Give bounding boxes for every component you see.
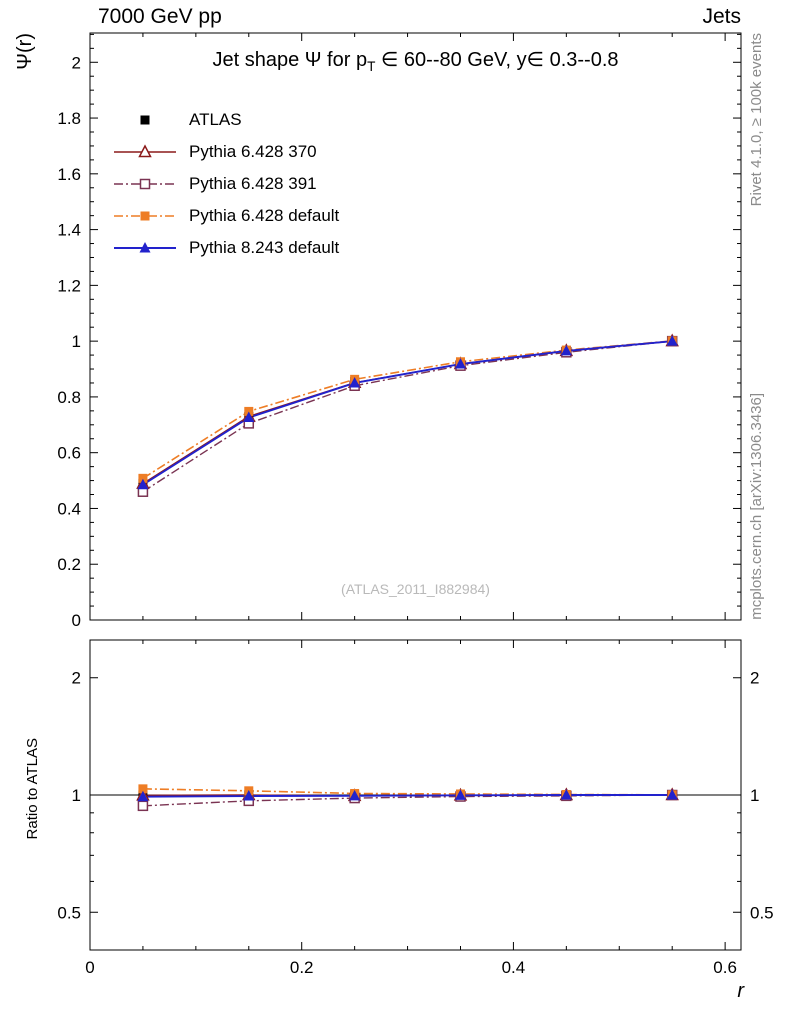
svg-text:0.4: 0.4 xyxy=(502,958,526,977)
svg-text:1: 1 xyxy=(72,786,81,805)
svg-text:1.8: 1.8 xyxy=(57,109,81,128)
svg-text:2: 2 xyxy=(72,669,81,688)
legend-item-pythia-6-428-370: Pythia 6.428 370 xyxy=(112,136,339,168)
legend-label: Pythia 8.243 default xyxy=(189,238,340,257)
svg-text:1.2: 1.2 xyxy=(57,276,81,295)
svg-text:0.2: 0.2 xyxy=(57,555,81,574)
legend-sample-marker xyxy=(140,115,150,125)
main-y-axis-label: Ψ(r) xyxy=(14,33,36,70)
svg-text:2: 2 xyxy=(72,53,81,72)
legend-label: Pythia 6.428 default xyxy=(189,206,340,225)
x-axis-label: r xyxy=(737,980,744,1002)
plot-title-prefix: Jet shape Ψ for p xyxy=(212,49,368,71)
plot-title-subscript: T xyxy=(367,59,376,74)
legend-item-atlas: ATLAS xyxy=(112,104,339,136)
svg-text:0.2: 0.2 xyxy=(290,958,314,977)
legend-label: Pythia 6.428 391 xyxy=(189,174,317,193)
svg-text:0.4: 0.4 xyxy=(57,499,81,518)
svg-text:2: 2 xyxy=(750,669,759,688)
legend-sample-marker xyxy=(114,211,176,221)
legend-item-pythia-8-243-default: Pythia 8.243 default xyxy=(112,232,339,264)
rivet-version-note: Rivet 4.1.0, ≥ 100k events xyxy=(748,33,765,207)
legend-label: Pythia 6.428 370 xyxy=(189,142,317,161)
process-label: Jets xyxy=(702,5,741,28)
svg-text:1: 1 xyxy=(750,786,759,805)
plot-title: Jet shape Ψ for pT ∈ 60--80 GeV, y∈ 0.3-… xyxy=(90,47,741,74)
legend-item-pythia-6-428-default: Pythia 6.428 default xyxy=(112,200,339,232)
svg-text:1: 1 xyxy=(72,332,81,351)
svg-text:0: 0 xyxy=(72,611,81,630)
legend-sample-marker xyxy=(114,178,176,190)
legend-sample-marker xyxy=(114,242,176,253)
analysis-id-watermark: (ATLAS_2011_I882984) xyxy=(341,581,490,597)
plot-title-suffix: ∈ 60--80 GeV, y∈ 0.3--0.8 xyxy=(375,49,619,71)
svg-text:0: 0 xyxy=(85,958,94,977)
legend-label: ATLAS xyxy=(189,110,242,129)
mcplots-reference-note: mcplots.cern.ch [arXiv:1306.3436] xyxy=(748,393,765,620)
legend-item-pythia-6-428-391: Pythia 6.428 391 xyxy=(112,168,339,200)
svg-text:1.4: 1.4 xyxy=(57,221,81,240)
beam-energy-label: 7000 GeV pp xyxy=(98,5,222,28)
svg-text:0.8: 0.8 xyxy=(57,388,81,407)
ratio-y-axis-label: Ratio to ATLAS xyxy=(24,738,41,840)
legend: ATLAS Pythia 6.428 370 Pythia 6.428 391 Pyt… xyxy=(112,104,339,264)
svg-text:0.6: 0.6 xyxy=(57,444,81,463)
svg-text:0.6: 0.6 xyxy=(713,958,737,977)
svg-text:1.6: 1.6 xyxy=(57,165,81,184)
svg-text:0.5: 0.5 xyxy=(57,903,81,922)
svg-text:0.5: 0.5 xyxy=(750,903,774,922)
legend-sample-marker xyxy=(114,144,176,158)
